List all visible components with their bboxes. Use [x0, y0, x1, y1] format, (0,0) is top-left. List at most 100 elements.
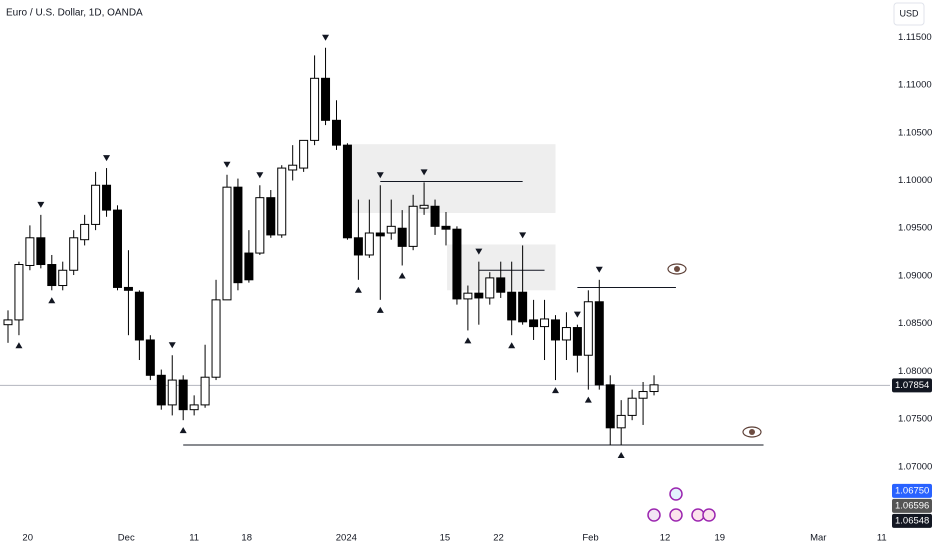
- event-icon[interactable]: [669, 508, 683, 522]
- swing-low-marker: [464, 337, 472, 344]
- swing-high-marker: [519, 232, 527, 239]
- swing-low-marker: [354, 286, 362, 293]
- candle-body: [364, 232, 374, 256]
- swing-low-marker: [376, 306, 384, 313]
- y-tick-label: 1.09500: [898, 223, 932, 234]
- event-icon[interactable]: [691, 508, 705, 522]
- swing-high-marker: [376, 172, 384, 179]
- candle-body: [3, 319, 13, 326]
- swing-high-marker: [322, 34, 330, 41]
- swing-low-marker: [48, 297, 56, 304]
- price-label: 1.06596: [895, 500, 929, 511]
- event-icon[interactable]: [647, 508, 661, 522]
- candle-body: [463, 292, 473, 300]
- candle-body: [102, 184, 112, 211]
- swing-low-marker: [15, 342, 23, 349]
- price-label-box: [892, 498, 932, 513]
- candle-body: [408, 205, 418, 247]
- price-label: 1.07854: [895, 380, 929, 391]
- y-tick-label: 1.10000: [898, 175, 932, 186]
- x-tick-label: Dec: [118, 533, 135, 544]
- swing-low-marker: [584, 396, 592, 403]
- x-tick-label: 15: [440, 533, 451, 544]
- candle-body: [25, 237, 35, 266]
- candle-body: [36, 237, 46, 266]
- event-icon[interactable]: [669, 487, 683, 501]
- candle-body: [638, 391, 648, 399]
- candle-body: [507, 291, 517, 321]
- chart-title: Euro / U.S. Dollar, 1D, OANDA: [6, 8, 143, 19]
- candle-body: [156, 374, 166, 406]
- candle-body: [244, 252, 254, 281]
- candle-body: [342, 144, 352, 239]
- candle-body: [397, 227, 407, 247]
- candle-body: [353, 237, 363, 256]
- x-tick-label: 18: [241, 533, 252, 544]
- candle-body: [375, 232, 385, 237]
- candle-body: [58, 269, 68, 287]
- swing-low-marker: [617, 452, 625, 459]
- candle-body: [452, 228, 462, 300]
- y-tick-label: 1.10500: [898, 127, 932, 138]
- x-tick-label: 22: [493, 533, 504, 544]
- candle-body: [572, 327, 582, 356]
- candle-body: [211, 299, 221, 378]
- x-tick-label: 11: [189, 533, 199, 544]
- candle-body: [583, 301, 593, 356]
- candle-body: [529, 319, 539, 328]
- candle-body: [331, 119, 341, 146]
- candle-body: [91, 184, 101, 225]
- events: [647, 487, 716, 522]
- candle-body: [178, 379, 188, 411]
- swing-low-marker: [508, 342, 516, 349]
- y-tick-label: 1.09000: [898, 270, 932, 281]
- candle-body: [145, 339, 155, 376]
- candle-body: [266, 197, 276, 236]
- price-label-box: [892, 483, 932, 498]
- y-tick-label: 1.07500: [898, 414, 932, 425]
- candle-body: [616, 414, 626, 429]
- swing-high-marker: [256, 172, 264, 179]
- x-tick-label: 20: [22, 533, 33, 544]
- candle-body: [496, 277, 506, 293]
- x-tick-label: Feb: [582, 533, 598, 544]
- swing-high-marker: [37, 201, 45, 208]
- candle-body: [485, 277, 495, 299]
- event-icon[interactable]: [702, 508, 716, 522]
- x-tick-label: 2024: [336, 533, 357, 544]
- swing-high-marker: [595, 266, 603, 273]
- candle-body: [474, 292, 484, 299]
- candle-body: [627, 397, 637, 416]
- candle-body: [14, 264, 24, 321]
- y-tick-label: 1.08000: [898, 366, 932, 377]
- candle-body: [430, 205, 440, 227]
- candle-body: [550, 319, 560, 341]
- candle-body: [419, 204, 429, 209]
- swing-low-marker: [179, 427, 187, 434]
- eye-pupil: [674, 266, 680, 272]
- swing-high-marker: [475, 248, 483, 255]
- x-tick-label: 19: [714, 533, 725, 544]
- candle-body: [288, 164, 298, 171]
- candle-body: [605, 384, 615, 429]
- candle-body: [277, 167, 287, 236]
- candle-body: [112, 209, 122, 288]
- y-tick-label: 1.11000: [898, 80, 932, 91]
- candle-body: [649, 384, 659, 393]
- swing-low-marker: [398, 272, 406, 279]
- candle-body: [386, 225, 396, 234]
- currency-label: USD: [899, 8, 919, 18]
- candle-body: [80, 223, 90, 241]
- currency-button[interactable]: [893, 2, 925, 26]
- candle-body: [200, 376, 210, 406]
- swing-high-marker: [223, 161, 231, 168]
- candle-body: [561, 327, 571, 341]
- swing-low-marker: [551, 387, 559, 394]
- swing-high-marker: [168, 342, 176, 349]
- candle-body: [441, 225, 451, 230]
- candle-body: [47, 264, 57, 287]
- candle-body: [518, 291, 528, 323]
- candle-body: [222, 186, 232, 301]
- x-tick-label: 11: [877, 533, 887, 544]
